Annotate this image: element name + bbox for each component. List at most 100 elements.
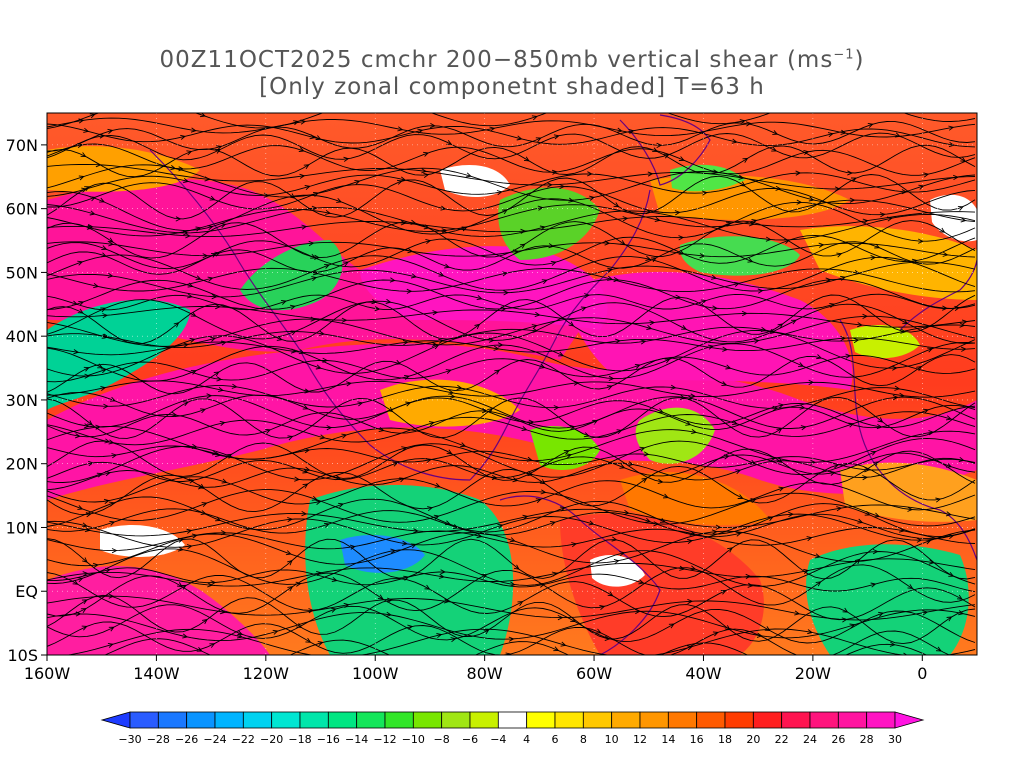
streamline-arrow (109, 520, 116, 526)
streamline-arrow (319, 434, 326, 440)
streamline-arrow (772, 130, 779, 135)
streamline-arrow (715, 524, 722, 530)
streamline-arrow (877, 417, 884, 423)
streamline-arrow (444, 263, 451, 269)
streamline-arrow (489, 126, 496, 132)
streamline-arrow (513, 564, 520, 570)
streamline-arrow (916, 537, 923, 543)
streamline-arrow (443, 598, 450, 604)
streamline-arrow (878, 611, 884, 617)
streamline (47, 508, 976, 540)
streamline-arrow (526, 456, 533, 462)
streamline-arrow (639, 446, 646, 452)
streamline (47, 337, 976, 356)
streamline-arrow (215, 149, 222, 154)
coastline-greenland (619, 114, 711, 186)
streamline-arrow (287, 435, 294, 441)
negative-region-tropical-atl (635, 407, 715, 464)
colorbar-box (441, 711, 471, 729)
streamline-arrow (436, 633, 443, 639)
streamline-arrow (385, 298, 392, 305)
lon-tick-label: 0 (917, 664, 927, 683)
streamline-arrow (894, 132, 901, 138)
streamline (65, 628, 976, 655)
streamline-arrow (187, 282, 194, 288)
streamline-arrow (862, 313, 869, 319)
streamline-arrow (917, 238, 924, 244)
streamline-arrow (646, 324, 653, 330)
title-unit-superscript: −1 (833, 47, 855, 63)
streamline-arrow (210, 580, 217, 586)
streamline-arrow (72, 300, 79, 306)
streamline-arrow (481, 408, 488, 414)
streamline-arrow (534, 311, 541, 318)
streamline-arrow (532, 327, 539, 334)
streamline-arrow (803, 149, 810, 156)
streamline (47, 489, 976, 527)
streamline-arrow (99, 133, 106, 139)
streamline-arrow (662, 493, 669, 499)
streamline-arrow (191, 533, 198, 539)
streamline-arrow (900, 328, 907, 334)
streamline-arrow (927, 347, 934, 353)
streamline-arrow (385, 611, 392, 617)
streamline-arrow (516, 135, 523, 141)
streamline-arrow (808, 196, 815, 202)
streamline-arrow (183, 177, 190, 183)
streamline-arrow (879, 212, 886, 218)
streamline-arrow (460, 442, 467, 448)
streamline-arrow (188, 478, 195, 484)
near-zero-region-4 (930, 194, 977, 242)
streamline-arrow (806, 536, 813, 542)
streamline-arrow (302, 468, 309, 474)
streamline-arrow (216, 145, 223, 151)
colorbar-label: 12 (633, 733, 647, 746)
streamline (47, 294, 976, 345)
streamline-arrow (741, 310, 748, 317)
streamline-arrow (449, 393, 456, 399)
colorbar-box (611, 711, 641, 729)
streamline-arrow (622, 216, 629, 222)
streamline-arrow (84, 186, 91, 191)
streamline-arrow (407, 624, 414, 630)
colorbar-box (271, 711, 301, 729)
streamline-arrow (531, 324, 538, 330)
streamline-arrow (589, 195, 596, 201)
streamline-arrow (107, 642, 114, 648)
streamline-arrow (346, 381, 352, 387)
streamline-arrow (315, 135, 322, 140)
colorbar-box (866, 711, 896, 729)
colorbar-box (696, 711, 726, 729)
streamline-arrow (685, 420, 692, 426)
streamline-arrow (199, 113, 206, 118)
streamline-arrow (566, 453, 572, 459)
streamline-arrow (74, 433, 81, 439)
streamline-arrow (670, 384, 677, 390)
streamline-arrow (89, 210, 96, 216)
streamline-arrow (417, 128, 424, 134)
streamline-arrow (438, 573, 445, 579)
streamline-arrow (849, 623, 856, 629)
streamline-arrow (109, 396, 116, 402)
streamline-arrow (808, 379, 815, 386)
streamline-arrow (395, 359, 402, 365)
streamline-arrow (638, 579, 645, 585)
streamline-arrow (438, 271, 445, 277)
streamline-arrow (925, 539, 932, 545)
streamline-arrow (563, 450, 570, 455)
streamline-arrow (100, 307, 107, 313)
streamline-arrow (599, 605, 606, 611)
streamline-arrow (186, 544, 193, 550)
streamline-arrow (753, 338, 760, 344)
streamline-arrow (840, 335, 847, 341)
streamline-arrow (446, 140, 453, 145)
lon-tick-label: 160W (24, 664, 71, 683)
streamline-arrow (216, 376, 223, 382)
colorbar-label: −20 (260, 733, 283, 746)
streamline (47, 558, 976, 587)
streamline-arrow (196, 647, 203, 652)
streamline-arrow (548, 243, 555, 249)
colorbar-label: 18 (718, 733, 732, 746)
streamline-arrow (387, 597, 393, 603)
streamline-arrow (502, 271, 509, 277)
